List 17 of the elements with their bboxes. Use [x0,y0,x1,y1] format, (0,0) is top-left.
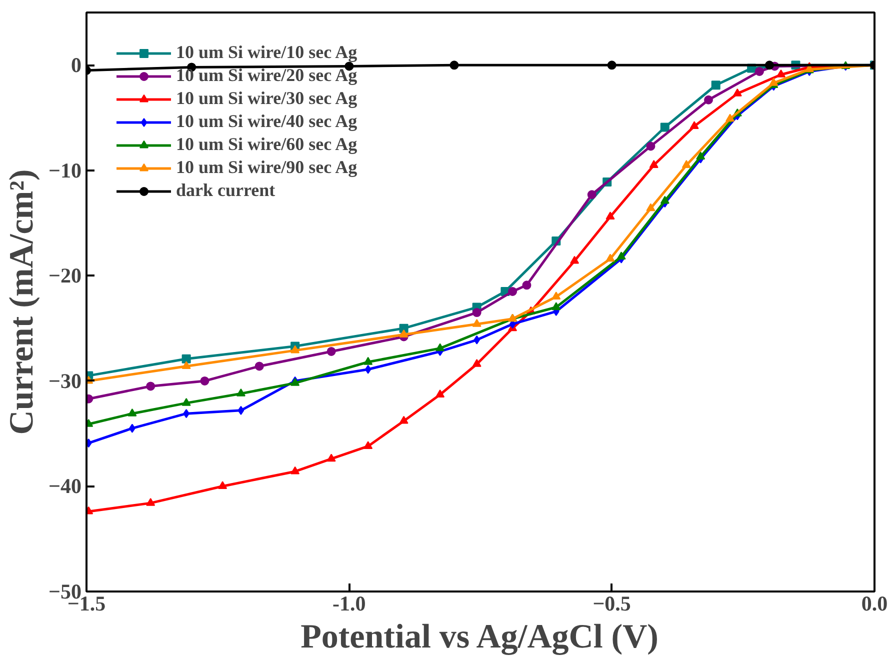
x-tick-label: 0.0 [861,592,888,616]
legend-label: 10 um Si wire/60 sec Ag [176,134,358,155]
y-tick-label: −10 [48,158,82,182]
y-tick-label: −40 [48,474,82,498]
y-axis-title: Current (mA/cm²) [4,169,41,435]
x-axis-title: Potential vs Ag/AgCl (V) [300,618,659,656]
legend-label: 10 um Si wire/90 sec Ag [176,157,358,178]
x-tick-label: −0.5 [592,592,631,616]
legend-label: 10 um Si wire/10 sec Ag [176,42,358,63]
legend-label: dark current [176,180,276,201]
y-tick-label: 0 [71,53,82,78]
x-tick-label: -1.0 [332,592,366,616]
y-tick-label: −20 [48,264,82,288]
legend-label: 10 um Si wire/40 sec Ag [176,111,358,132]
legend-label: 10 um Si wire/30 sec Ag [176,88,358,109]
legend-label: 10 um Si wire/20 sec Ag [176,65,358,86]
y-tick-label: −30 [48,368,82,393]
